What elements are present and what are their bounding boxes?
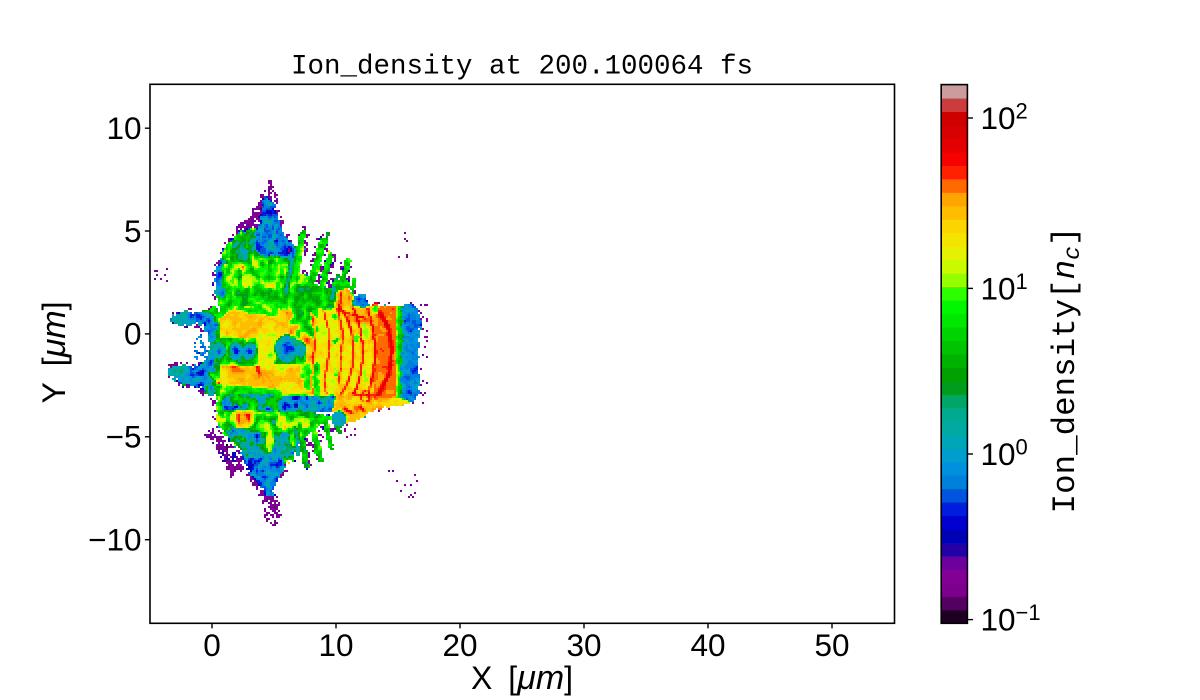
svg-text:30: 30	[566, 627, 601, 663]
svg-text:Ion_density[nc]: Ion_density[nc]	[1047, 227, 1086, 514]
svg-text:0: 0	[203, 627, 221, 663]
svg-text:Y [μm]: Y [μm]	[35, 301, 73, 403]
svg-text:0: 0	[124, 316, 142, 352]
svg-text:−5: −5	[106, 419, 142, 455]
svg-text:−10: −10	[88, 522, 141, 558]
svg-text:X [μm]: X [μm]	[471, 659, 573, 697]
svg-text:20: 20	[442, 627, 477, 663]
svg-text:50: 50	[814, 627, 849, 663]
svg-text:5: 5	[124, 213, 142, 249]
svg-text:Ion_density at 200.100064 fs: Ion_density at 200.100064 fs	[291, 52, 753, 83]
svg-text:10: 10	[318, 627, 353, 663]
svg-text:40: 40	[690, 627, 725, 663]
svg-text:10: 10	[106, 110, 141, 146]
